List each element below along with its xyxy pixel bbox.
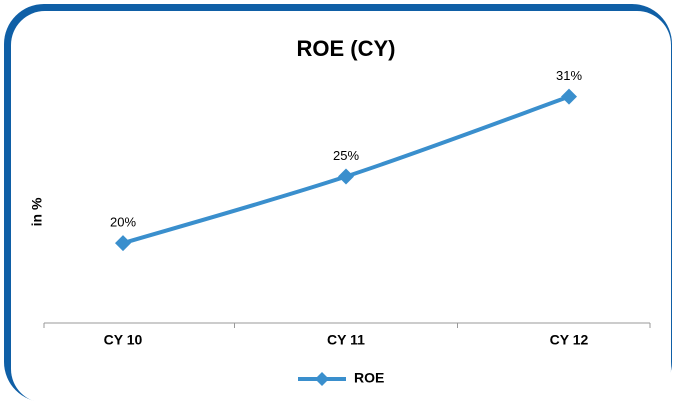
data-label: 31%	[556, 68, 582, 83]
data-label: 20%	[110, 215, 136, 230]
legend-marker	[315, 372, 329, 386]
chart-title: ROE (CY)	[297, 36, 396, 61]
x-tick-label: CY 12	[550, 332, 589, 348]
point-marker	[115, 235, 131, 252]
point-marker	[338, 168, 354, 185]
data-label: 25%	[333, 148, 359, 163]
point-marker	[561, 88, 577, 105]
frame	[11, 11, 671, 403]
legend-label: ROE	[354, 370, 384, 386]
x-tick-label: CY 11	[327, 332, 365, 348]
y-axis-label: in %	[29, 197, 45, 226]
x-tick-label: CY 10	[104, 332, 143, 348]
